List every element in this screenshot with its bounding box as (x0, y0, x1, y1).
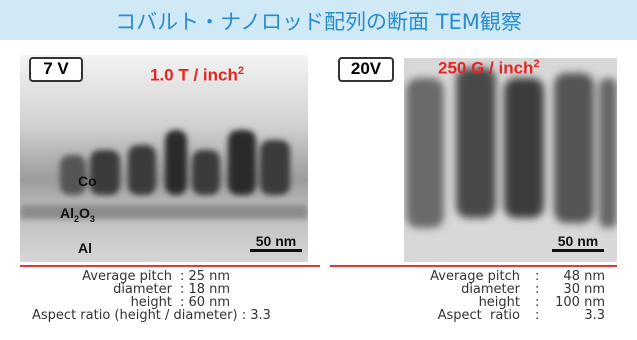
density-text: 250 G / inch (438, 59, 533, 78)
divider (20, 265, 320, 267)
density-sup: 2 (238, 65, 244, 77)
layer-al: Al (78, 240, 92, 256)
stat-label: Aspect ratio (405, 309, 520, 323)
scale-bar: 50 nm (552, 233, 604, 252)
al: Al (60, 205, 74, 221)
title: コバルト・ナノロッド配列の断面 TEM観察 (0, 6, 637, 36)
stat-aspect: Aspect ratio (height / diameter) : 3.3 (32, 309, 271, 323)
scale-bar: 50 nm (250, 233, 302, 252)
stat-value: 3.3 (555, 309, 605, 323)
density-label: 250 G / inch2 (438, 58, 540, 79)
stat-colon: : (535, 309, 539, 323)
density-text: 1.0 T / inch (150, 66, 238, 85)
o: O (79, 205, 90, 221)
voltage-label: 20V (338, 57, 394, 82)
layer-co: Co (78, 173, 97, 189)
voltage-label: 7 V (29, 57, 83, 82)
layer-al2o3: Al2O3 (60, 205, 95, 224)
density-label: 1.0 T / inch2 (150, 65, 244, 86)
divider (330, 265, 617, 267)
tem-image-left (20, 55, 308, 262)
tem-image-right (404, 58, 617, 262)
page: コバルト・ナノロッド配列の断面 TEM観察 7 V 1.0 T / inch2 (0, 0, 637, 340)
sub3: 3 (90, 214, 95, 224)
density-sup: 2 (533, 58, 539, 70)
